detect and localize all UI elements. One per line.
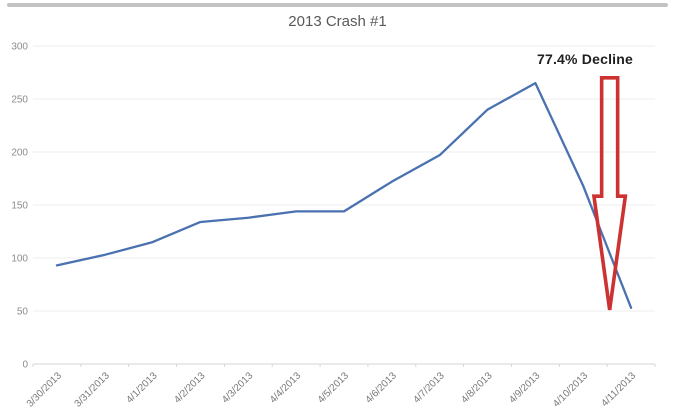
x-tick-label: 4/9/2013	[507, 370, 543, 406]
x-tick-label: 4/3/2013	[220, 370, 256, 406]
x-tick-label: 4/4/2013	[268, 370, 304, 406]
decline-arrow	[591, 76, 628, 311]
y-tick-label: 0	[22, 360, 28, 371]
x-tick-label: 3/31/2013	[73, 370, 113, 410]
price-line	[55, 81, 633, 309]
decline-annotation-label: 77.4% Decline	[537, 51, 633, 67]
y-tick-label: 150	[11, 201, 28, 212]
y-tick-label: 200	[11, 148, 28, 159]
y-tick-label: 250	[11, 95, 28, 106]
x-tick-label: 4/2/2013	[172, 370, 208, 406]
y-tick-label: 100	[11, 254, 28, 265]
x-tick-label: 4/1/2013	[124, 370, 160, 406]
y-tick-label: 300	[11, 42, 28, 53]
x-tick-label: 4/8/2013	[459, 370, 495, 406]
x-tick-label: 4/10/2013	[551, 370, 591, 410]
x-tick-label: 4/7/2013	[412, 370, 448, 406]
y-tick-label: 50	[17, 307, 29, 318]
chart-title: 2013 Crash #1	[288, 13, 387, 30]
x-tick-label: 4/6/2013	[364, 370, 400, 406]
top-divider	[7, 3, 668, 7]
x-tick-label: 4/11/2013	[599, 370, 638, 409]
x-tick-label: 4/5/2013	[316, 370, 352, 406]
x-tick-label: 3/30/2013	[25, 370, 65, 410]
